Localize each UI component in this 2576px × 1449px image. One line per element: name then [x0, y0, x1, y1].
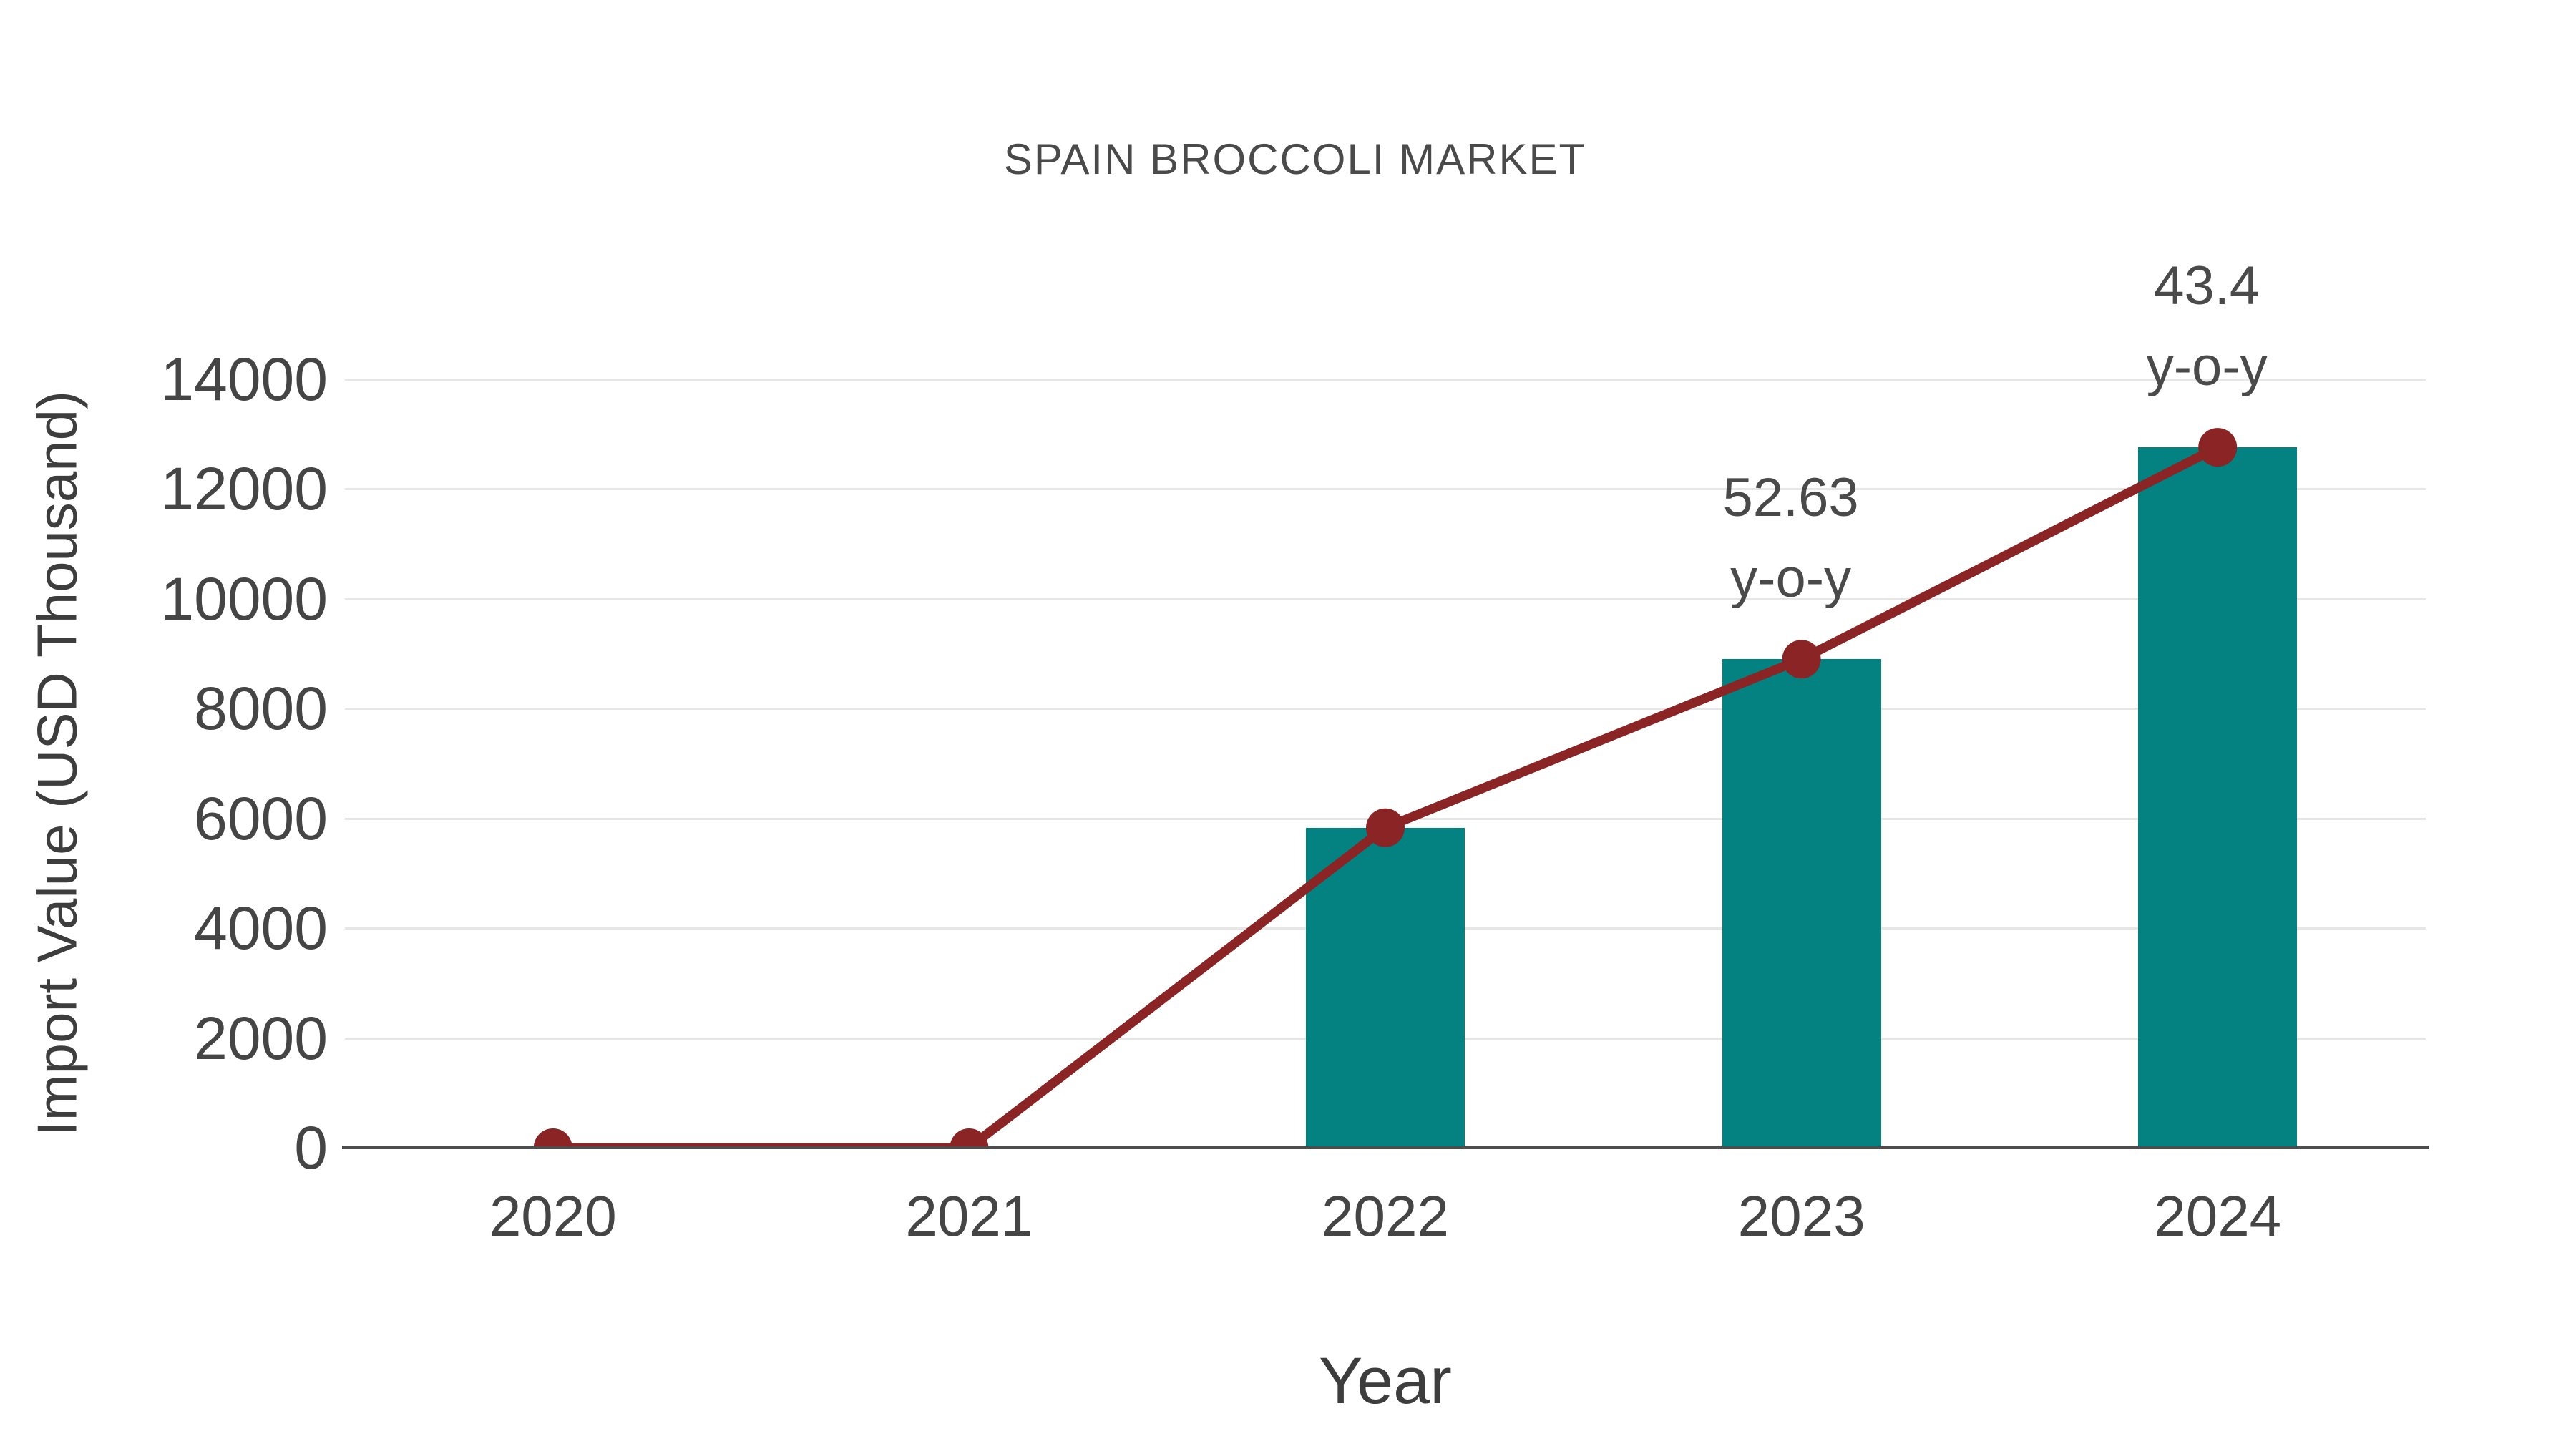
yoy-suffix-2024: y-o-y [2146, 336, 2268, 398]
yoy-value-2023: 52.63 [1722, 467, 1859, 529]
x-tick-label-2020: 2020 [489, 1184, 617, 1248]
y-tick-label-14000: 14000 [160, 346, 328, 413]
data-point-2023 [1782, 640, 1821, 679]
data-point-2022 [1366, 808, 1405, 847]
y-tick-label-8000: 8000 [194, 675, 328, 743]
y-tick-label-10000: 10000 [160, 565, 328, 633]
x-tick-label-2022: 2022 [1322, 1184, 1449, 1248]
y-tick-label-6000: 6000 [194, 784, 328, 852]
y-tick-label-12000: 12000 [160, 455, 328, 523]
trend-line-layer [533, 428, 2238, 1148]
trend-line [552, 443, 2220, 1148]
gridline-14000 [345, 379, 2426, 381]
data-point-2024 [2198, 428, 2238, 467]
gridline-8000 [345, 708, 2426, 711]
yoy-value-2024: 43.4 [2154, 255, 2260, 317]
bar-2024 [2138, 447, 2298, 1148]
x-tick-label-2024: 2024 [2154, 1184, 2282, 1248]
bar-2022 [1306, 827, 1465, 1148]
x-tick-label-2023: 2023 [1737, 1184, 1865, 1248]
yoy-annotation-2023: 52.63 y-o-y [1723, 457, 1859, 619]
gridline-12000 [345, 488, 2426, 491]
gridline-10000 [345, 597, 2426, 600]
y-tick-label-2000: 2000 [194, 1004, 328, 1072]
data-point-2020 [533, 1128, 572, 1148]
x-axis-title: Year [1319, 1345, 1452, 1418]
x-tick-label-2021: 2021 [905, 1184, 1033, 1248]
y-tick-label-0: 0 [294, 1114, 328, 1181]
yoy-annotation-2024: 43.4 y-o-y [2147, 245, 2268, 407]
yoy-suffix-2023: y-o-y [1730, 548, 1852, 610]
chart-title: SPAIN BROCCOLI MARKET [1003, 135, 1587, 183]
x-axis-line [342, 1146, 2429, 1149]
plot-area [345, 379, 2426, 1148]
data-point-2021 [950, 1128, 989, 1148]
y-tick-label-4000: 4000 [194, 894, 328, 962]
bar-2023 [1722, 659, 1881, 1148]
